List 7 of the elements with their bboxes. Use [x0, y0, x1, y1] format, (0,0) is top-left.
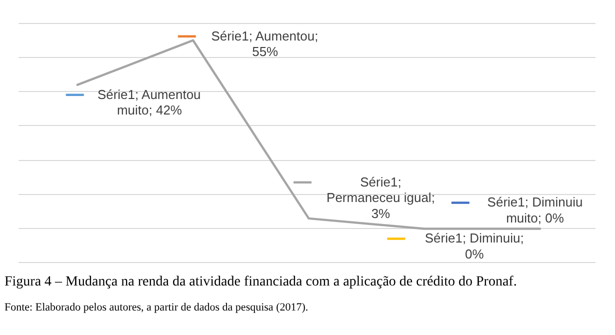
- source-note: Fonte: Elaborado pelos autores, a partir de dados da pesquisa (2017).: [4, 302, 308, 314]
- data-label: Série1; Aumentou; 55%: [211, 28, 318, 60]
- data-label: Série1; Aumentou muito; 42%: [97, 86, 201, 118]
- data-label: Série1; Diminuiu; 0%: [424, 230, 524, 262]
- text: Figura 4 – Mudança na renda da atividade financiada com a aplicação de crédito do Pronaf.: [4, 274, 517, 290]
- data-label: Série1; Permaneceu igual; 3%: [326, 174, 435, 221]
- data-label: Série1; Diminuiu muito; 0%: [487, 194, 583, 226]
